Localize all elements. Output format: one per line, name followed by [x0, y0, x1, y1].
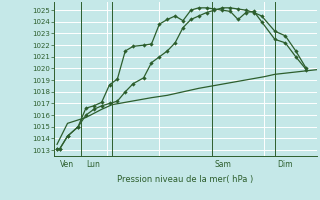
Text: Lun: Lun: [86, 160, 100, 169]
Text: Ven: Ven: [60, 160, 74, 169]
Text: Sam: Sam: [214, 160, 231, 169]
Text: Dim: Dim: [277, 160, 293, 169]
Text: Pression niveau de la mer( hPa ): Pression niveau de la mer( hPa ): [117, 175, 254, 184]
